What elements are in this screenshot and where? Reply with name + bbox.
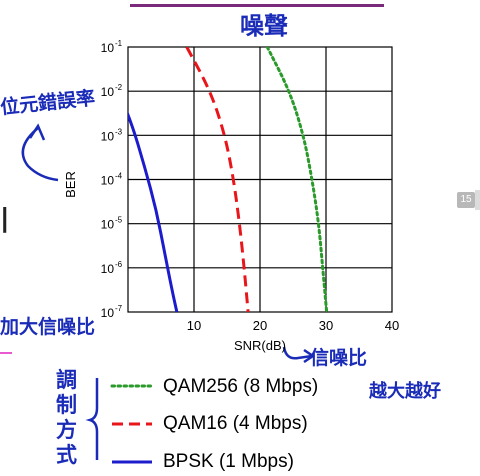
snr-arrow-head: [303, 348, 316, 364]
y-tick-exponent: -4: [115, 172, 123, 181]
series-line-bpsk: [128, 110, 179, 312]
legend-label-bpsk: BPSK (1 Mbps): [163, 451, 294, 472]
snr-annotation: 信噪比: [310, 347, 368, 369]
ber-arrow: [21, 127, 59, 182]
y-tick-exponent: -7: [115, 304, 123, 313]
series-line-qam256: [265, 47, 329, 312]
x-tick-label: 40: [385, 318, 399, 333]
left-text-fragment: l: [0, 202, 10, 242]
legend-label-qam16: QAM16 (4 Mbps): [163, 413, 308, 434]
snr-arrow: [282, 346, 313, 360]
add-snr-annotation: 加大信噪比: [0, 316, 96, 338]
page-edge: [475, 190, 480, 210]
y-tick-exponent: -5: [115, 216, 123, 225]
y-axis-label: BER: [63, 171, 78, 198]
legend-label-qam256: QAM256 (8 Mbps): [163, 376, 319, 397]
y-tick-label: 10: [101, 174, 115, 188]
y-tick-label: 10: [101, 129, 115, 143]
x-tick-label: 20: [253, 318, 267, 333]
x-tick-label: 30: [319, 318, 333, 333]
y-tick-label: 10: [101, 262, 115, 276]
y-tick-label: 10: [101, 85, 115, 99]
x-tick-label: 10: [187, 318, 201, 333]
noise-annotation: 噪聲: [240, 12, 288, 40]
modulation-annotation: 調制方式: [56, 368, 77, 467]
y-tick-label: 10: [101, 218, 115, 232]
y-tick-exponent: -1: [115, 39, 123, 48]
ber-arrow-head: [28, 123, 46, 141]
y-tick-exponent: -2: [115, 83, 123, 92]
page-number-badge: 15: [457, 192, 475, 208]
pink-mark: [0, 352, 12, 354]
legend-bracket: [85, 378, 99, 460]
better-annotation: 越大越好: [369, 381, 441, 402]
y-tick-label: 10: [101, 41, 115, 55]
x-axis-label: SNR(dB): [234, 338, 286, 353]
series-line-qam16: [185, 47, 250, 312]
y-tick-exponent: -6: [115, 260, 123, 269]
y-tick-exponent: -3: [115, 127, 123, 136]
top-divider-line: [130, 4, 384, 7]
y-tick-label: 10: [101, 306, 115, 320]
